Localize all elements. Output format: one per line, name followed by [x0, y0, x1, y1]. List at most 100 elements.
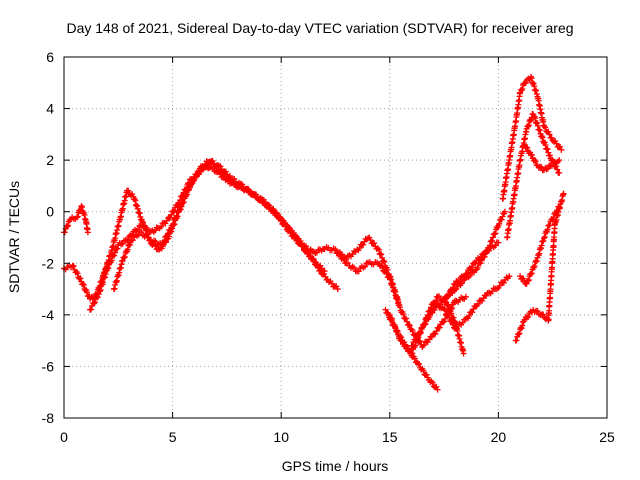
data-point [556, 157, 563, 164]
data-point [492, 230, 499, 237]
data-point [420, 342, 427, 349]
data-point [383, 270, 390, 277]
data-point [532, 115, 539, 122]
data-point [531, 262, 538, 269]
data-point [178, 200, 185, 207]
data-point [542, 141, 549, 148]
data-point [525, 278, 532, 285]
data-point [65, 222, 72, 229]
data-point [259, 196, 266, 203]
series-arc-d [100, 157, 341, 293]
data-point [536, 127, 543, 134]
data-point [462, 293, 469, 300]
data-point [167, 214, 174, 221]
y-tick-label: -2 [42, 255, 55, 271]
data-point [475, 301, 482, 308]
data-point [267, 204, 274, 211]
data-point [446, 291, 453, 298]
y-tick-label: -6 [42, 358, 55, 374]
data-point [303, 243, 310, 250]
data-point [80, 282, 87, 289]
data-point [77, 275, 84, 282]
data-point [560, 190, 567, 197]
data-point [280, 217, 287, 224]
data-point [125, 187, 132, 194]
x-tick-label: 20 [491, 429, 507, 445]
data-point [168, 211, 175, 218]
data-point [114, 245, 121, 252]
data-point [528, 270, 535, 277]
data-point [486, 247, 493, 254]
data-point [543, 166, 550, 173]
data-point [403, 343, 410, 350]
data-point [405, 321, 412, 328]
data-point [426, 311, 433, 318]
data-point [251, 191, 258, 198]
series-arc-e [110, 161, 402, 305]
data-point [520, 275, 527, 282]
data-point [83, 289, 90, 296]
data-point [477, 254, 484, 261]
y-tick-label: 0 [46, 204, 54, 220]
data-point [382, 306, 389, 313]
data-point [544, 226, 551, 233]
data-point [285, 224, 292, 231]
series-arc-l [499, 73, 565, 202]
data-point [336, 250, 343, 257]
data-point [379, 263, 386, 270]
data-point [472, 260, 479, 267]
data-point [371, 240, 378, 247]
data-point [395, 331, 402, 338]
data-point [532, 158, 539, 165]
data-point [519, 86, 526, 93]
data-point [464, 270, 471, 277]
data-point [534, 120, 541, 127]
series-arc-o [512, 190, 567, 344]
data-point [79, 280, 86, 287]
data-point [528, 75, 535, 82]
data-point [468, 264, 475, 271]
data-point [554, 166, 561, 173]
data-point [548, 162, 555, 169]
data-point [448, 310, 455, 317]
data-point [558, 146, 565, 153]
series-arc-p [517, 203, 563, 287]
data-point [441, 305, 448, 312]
axis-ticks: 0 5 10 15 20 25 -8 -6 -4 -2 0 2 4 6 [42, 49, 615, 445]
data-point [541, 234, 548, 241]
data-point [429, 379, 436, 386]
data-point [91, 299, 98, 306]
data-point [436, 324, 443, 331]
data-point [340, 256, 347, 263]
data-point [90, 300, 97, 307]
data-point [546, 152, 553, 159]
data-point [416, 361, 423, 368]
data-point [437, 301, 444, 308]
data-point [124, 246, 131, 253]
data-point [489, 237, 496, 244]
data-point [522, 80, 529, 87]
data-point [183, 191, 190, 198]
data-point [544, 146, 551, 153]
data-point [272, 210, 279, 217]
data-point [538, 133, 545, 140]
data-point [289, 227, 296, 234]
data-point [513, 337, 520, 344]
data-point [496, 220, 503, 227]
data-point [129, 191, 136, 198]
data-point [444, 301, 451, 308]
data-point [453, 286, 460, 293]
data-point [189, 179, 196, 186]
y-tick-label: 2 [46, 152, 54, 168]
data-point [70, 263, 77, 270]
data-point [361, 263, 368, 270]
data-point [392, 323, 399, 330]
data-point [541, 235, 548, 242]
data-point [126, 241, 133, 248]
y-axis-label: SDTVAR / TECUs [6, 181, 22, 293]
data-point [226, 172, 233, 179]
data-point [375, 246, 382, 253]
data-point [442, 315, 449, 322]
data-point [429, 306, 436, 313]
